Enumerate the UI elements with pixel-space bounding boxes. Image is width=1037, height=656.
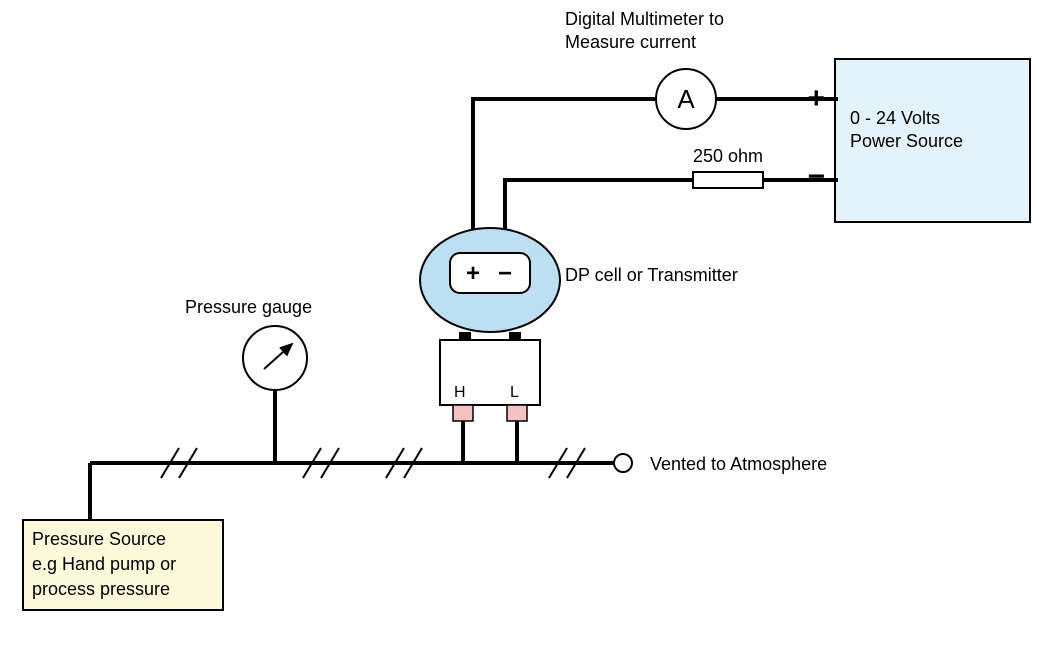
pressure-source-line2: e.g Hand pump or bbox=[32, 554, 176, 574]
vent-icon bbox=[614, 454, 632, 472]
dp-l-label: L bbox=[510, 384, 519, 401]
dp-minus-icon: − bbox=[498, 260, 512, 287]
pressure-gauge-label: Pressure gauge bbox=[185, 297, 312, 317]
pressure-source-line3: process pressure bbox=[32, 579, 170, 599]
power-source-label-2: Power Source bbox=[850, 131, 963, 151]
dp-h-label: H bbox=[454, 384, 466, 401]
resistor-icon bbox=[693, 172, 763, 188]
dp-port-h bbox=[453, 405, 473, 421]
dp-plus-icon: + bbox=[466, 260, 480, 287]
resistor-label: 250 ohm bbox=[693, 146, 763, 166]
dp-cell-label: DP cell or Transmitter bbox=[565, 265, 738, 285]
power-source-label-1: 0 - 24 Volts bbox=[850, 108, 940, 128]
power-minus-icon: − bbox=[807, 160, 825, 193]
dp-terminal-box bbox=[450, 253, 530, 293]
vent-label: Vented to Atmosphere bbox=[650, 454, 827, 474]
dp-port-l bbox=[507, 405, 527, 421]
multimeter-label-1: Digital Multimeter to bbox=[565, 9, 724, 29]
multimeter-label-2: Measure current bbox=[565, 32, 696, 52]
multimeter-letter: A bbox=[677, 84, 695, 114]
pressure-source-line1: Pressure Source bbox=[32, 529, 166, 549]
